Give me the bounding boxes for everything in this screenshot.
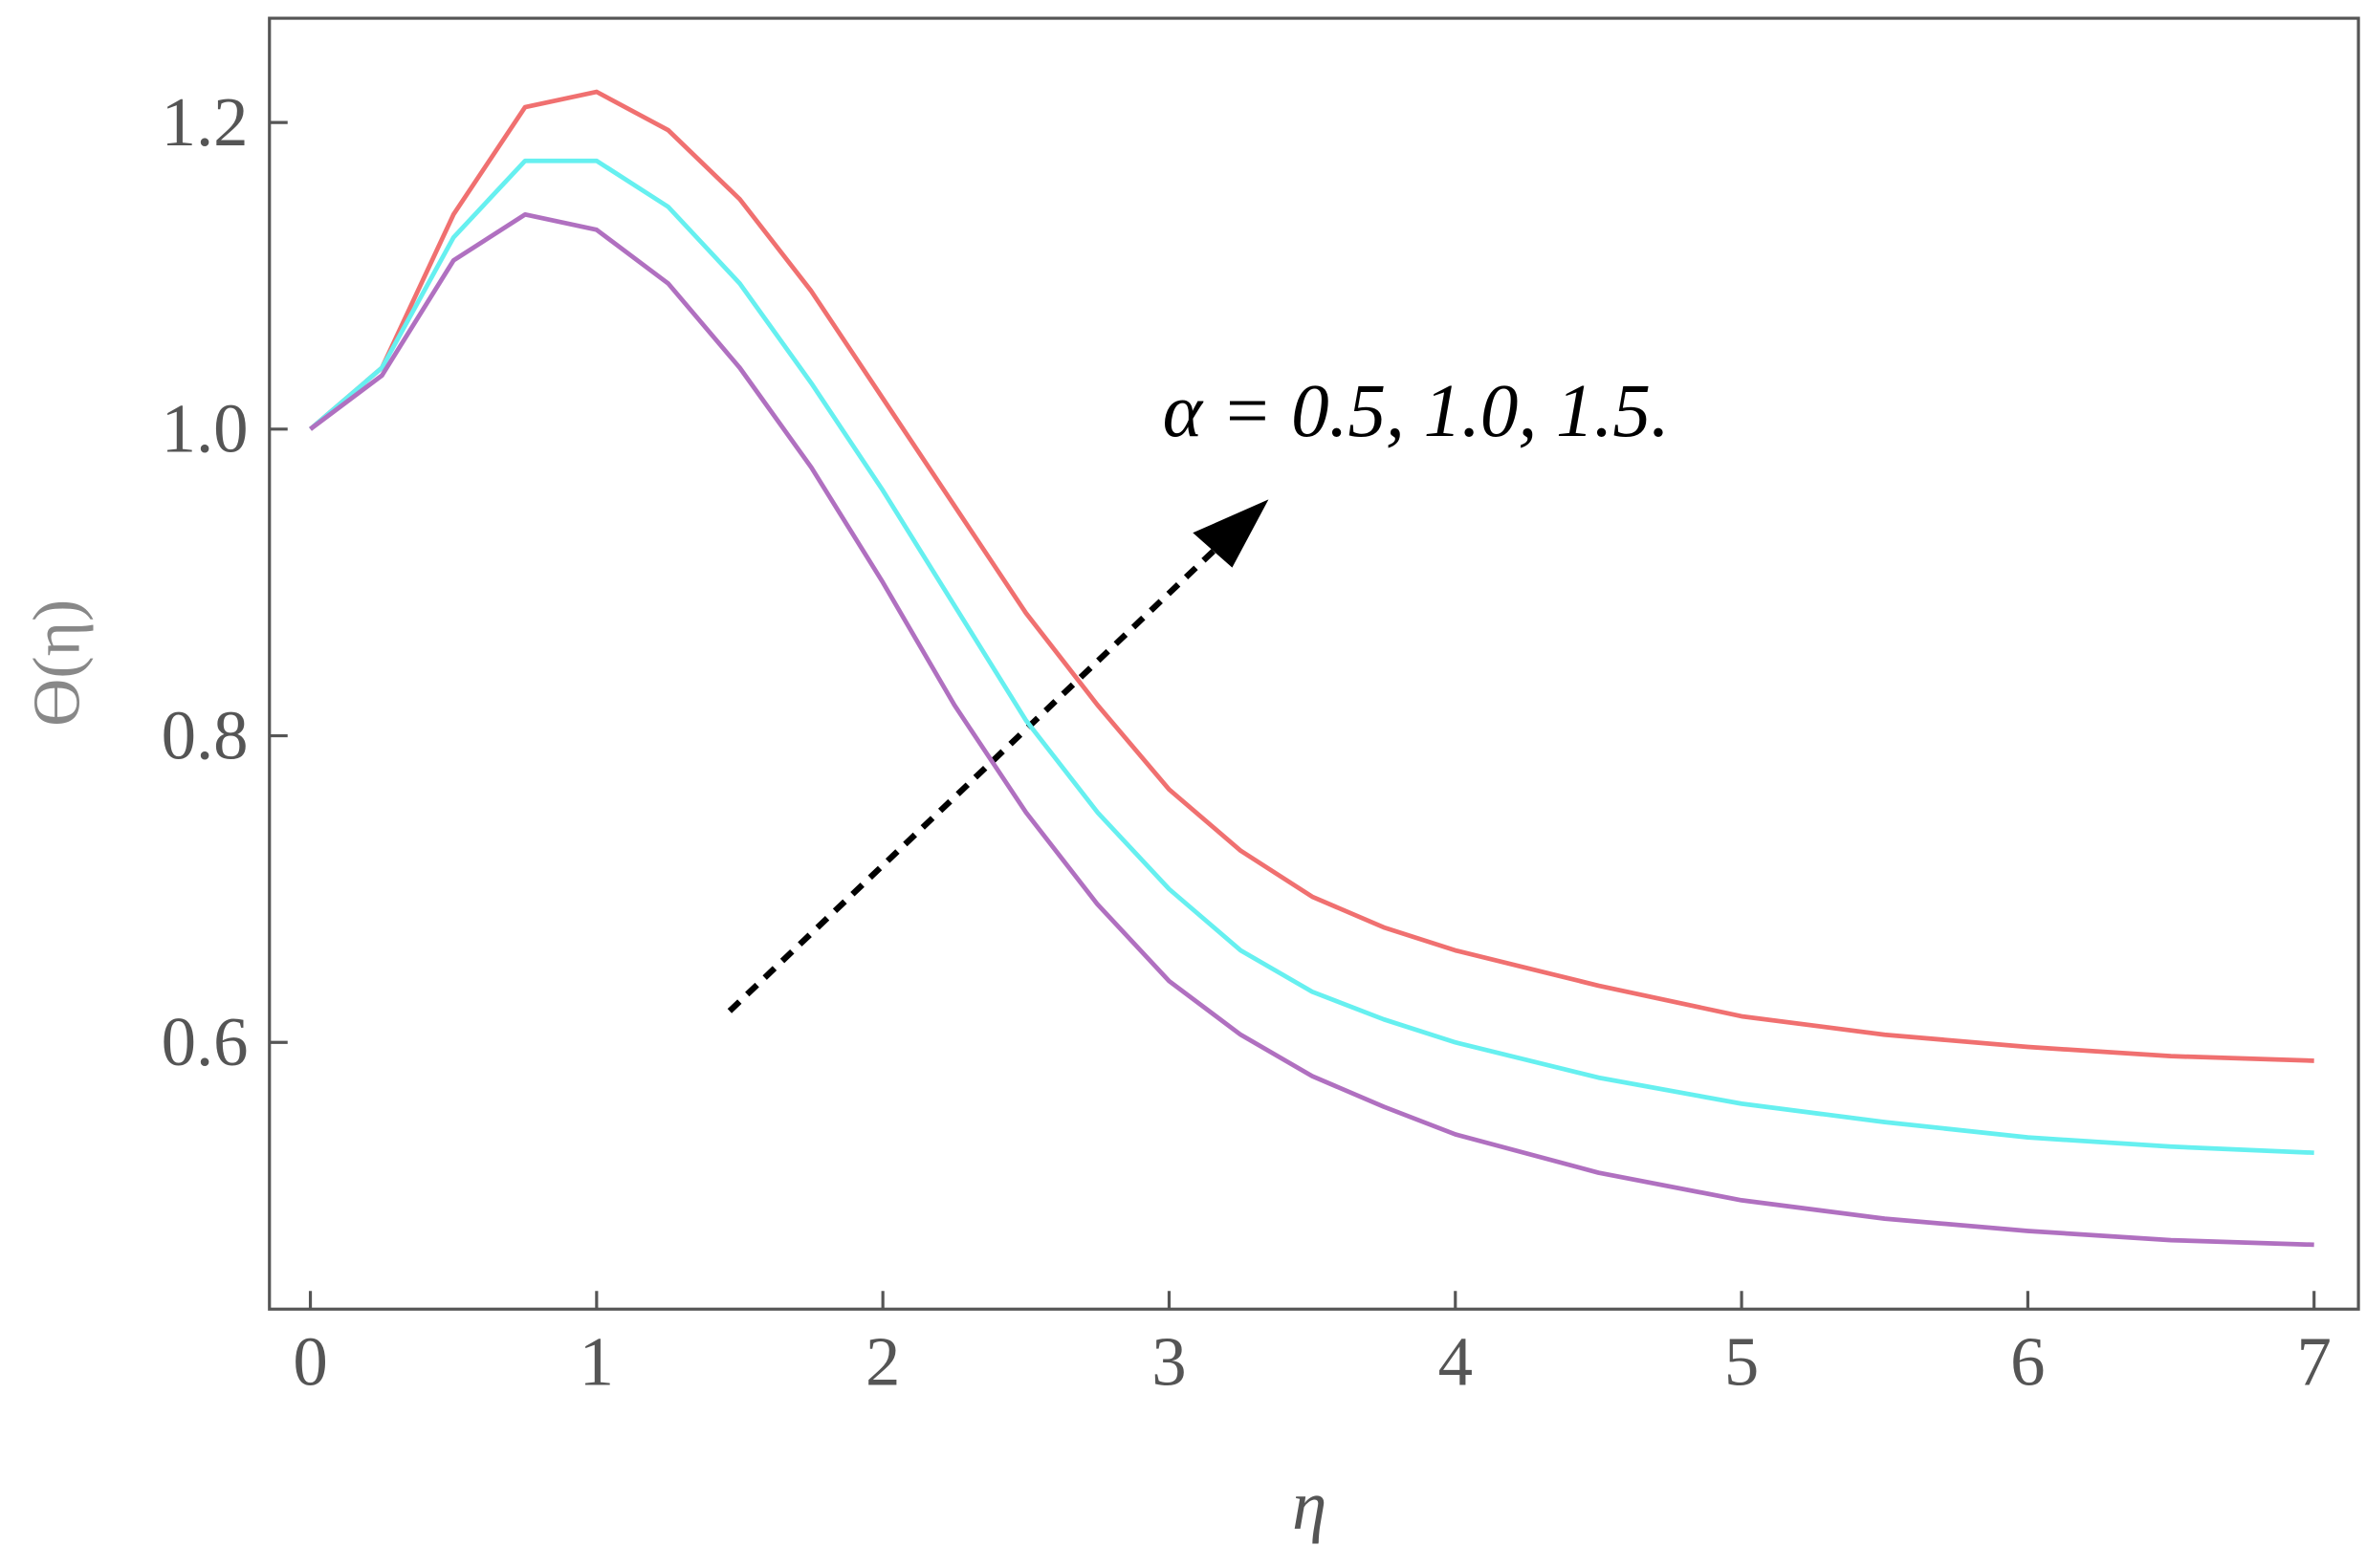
series-line bbox=[309, 211, 2314, 1248]
x-tick-label: 7 bbox=[2296, 1322, 2331, 1400]
y-tick-label: 0.6 bbox=[162, 1003, 249, 1080]
x-tick-label: 1 bbox=[580, 1322, 614, 1400]
series-line bbox=[309, 158, 2314, 1156]
x-tick-label: 4 bbox=[1438, 1322, 1473, 1400]
x-tick-label: 6 bbox=[2010, 1322, 2045, 1400]
x-tick-label: 5 bbox=[1724, 1322, 1759, 1400]
y-tick-label: 1.2 bbox=[162, 83, 249, 161]
x-tick-label: 0 bbox=[293, 1322, 327, 1400]
y-axis-label: ϴ(η) bbox=[20, 599, 94, 727]
y-tick-label: 0.8 bbox=[162, 696, 249, 773]
x-axis-label: η bbox=[1292, 1467, 1326, 1544]
x-tick-label: 2 bbox=[865, 1322, 900, 1400]
arrow bbox=[727, 499, 1269, 1013]
x-tick-label: 3 bbox=[1151, 1322, 1186, 1400]
plot-frame bbox=[268, 16, 2360, 1311]
arrow-head bbox=[1193, 499, 1269, 568]
y-tick-label: 1.0 bbox=[162, 390, 249, 468]
arrow-line bbox=[727, 539, 1226, 1013]
annotation: α = 0.5, 1.0, 1.5. bbox=[1163, 369, 1670, 453]
series-line bbox=[309, 89, 2314, 1063]
